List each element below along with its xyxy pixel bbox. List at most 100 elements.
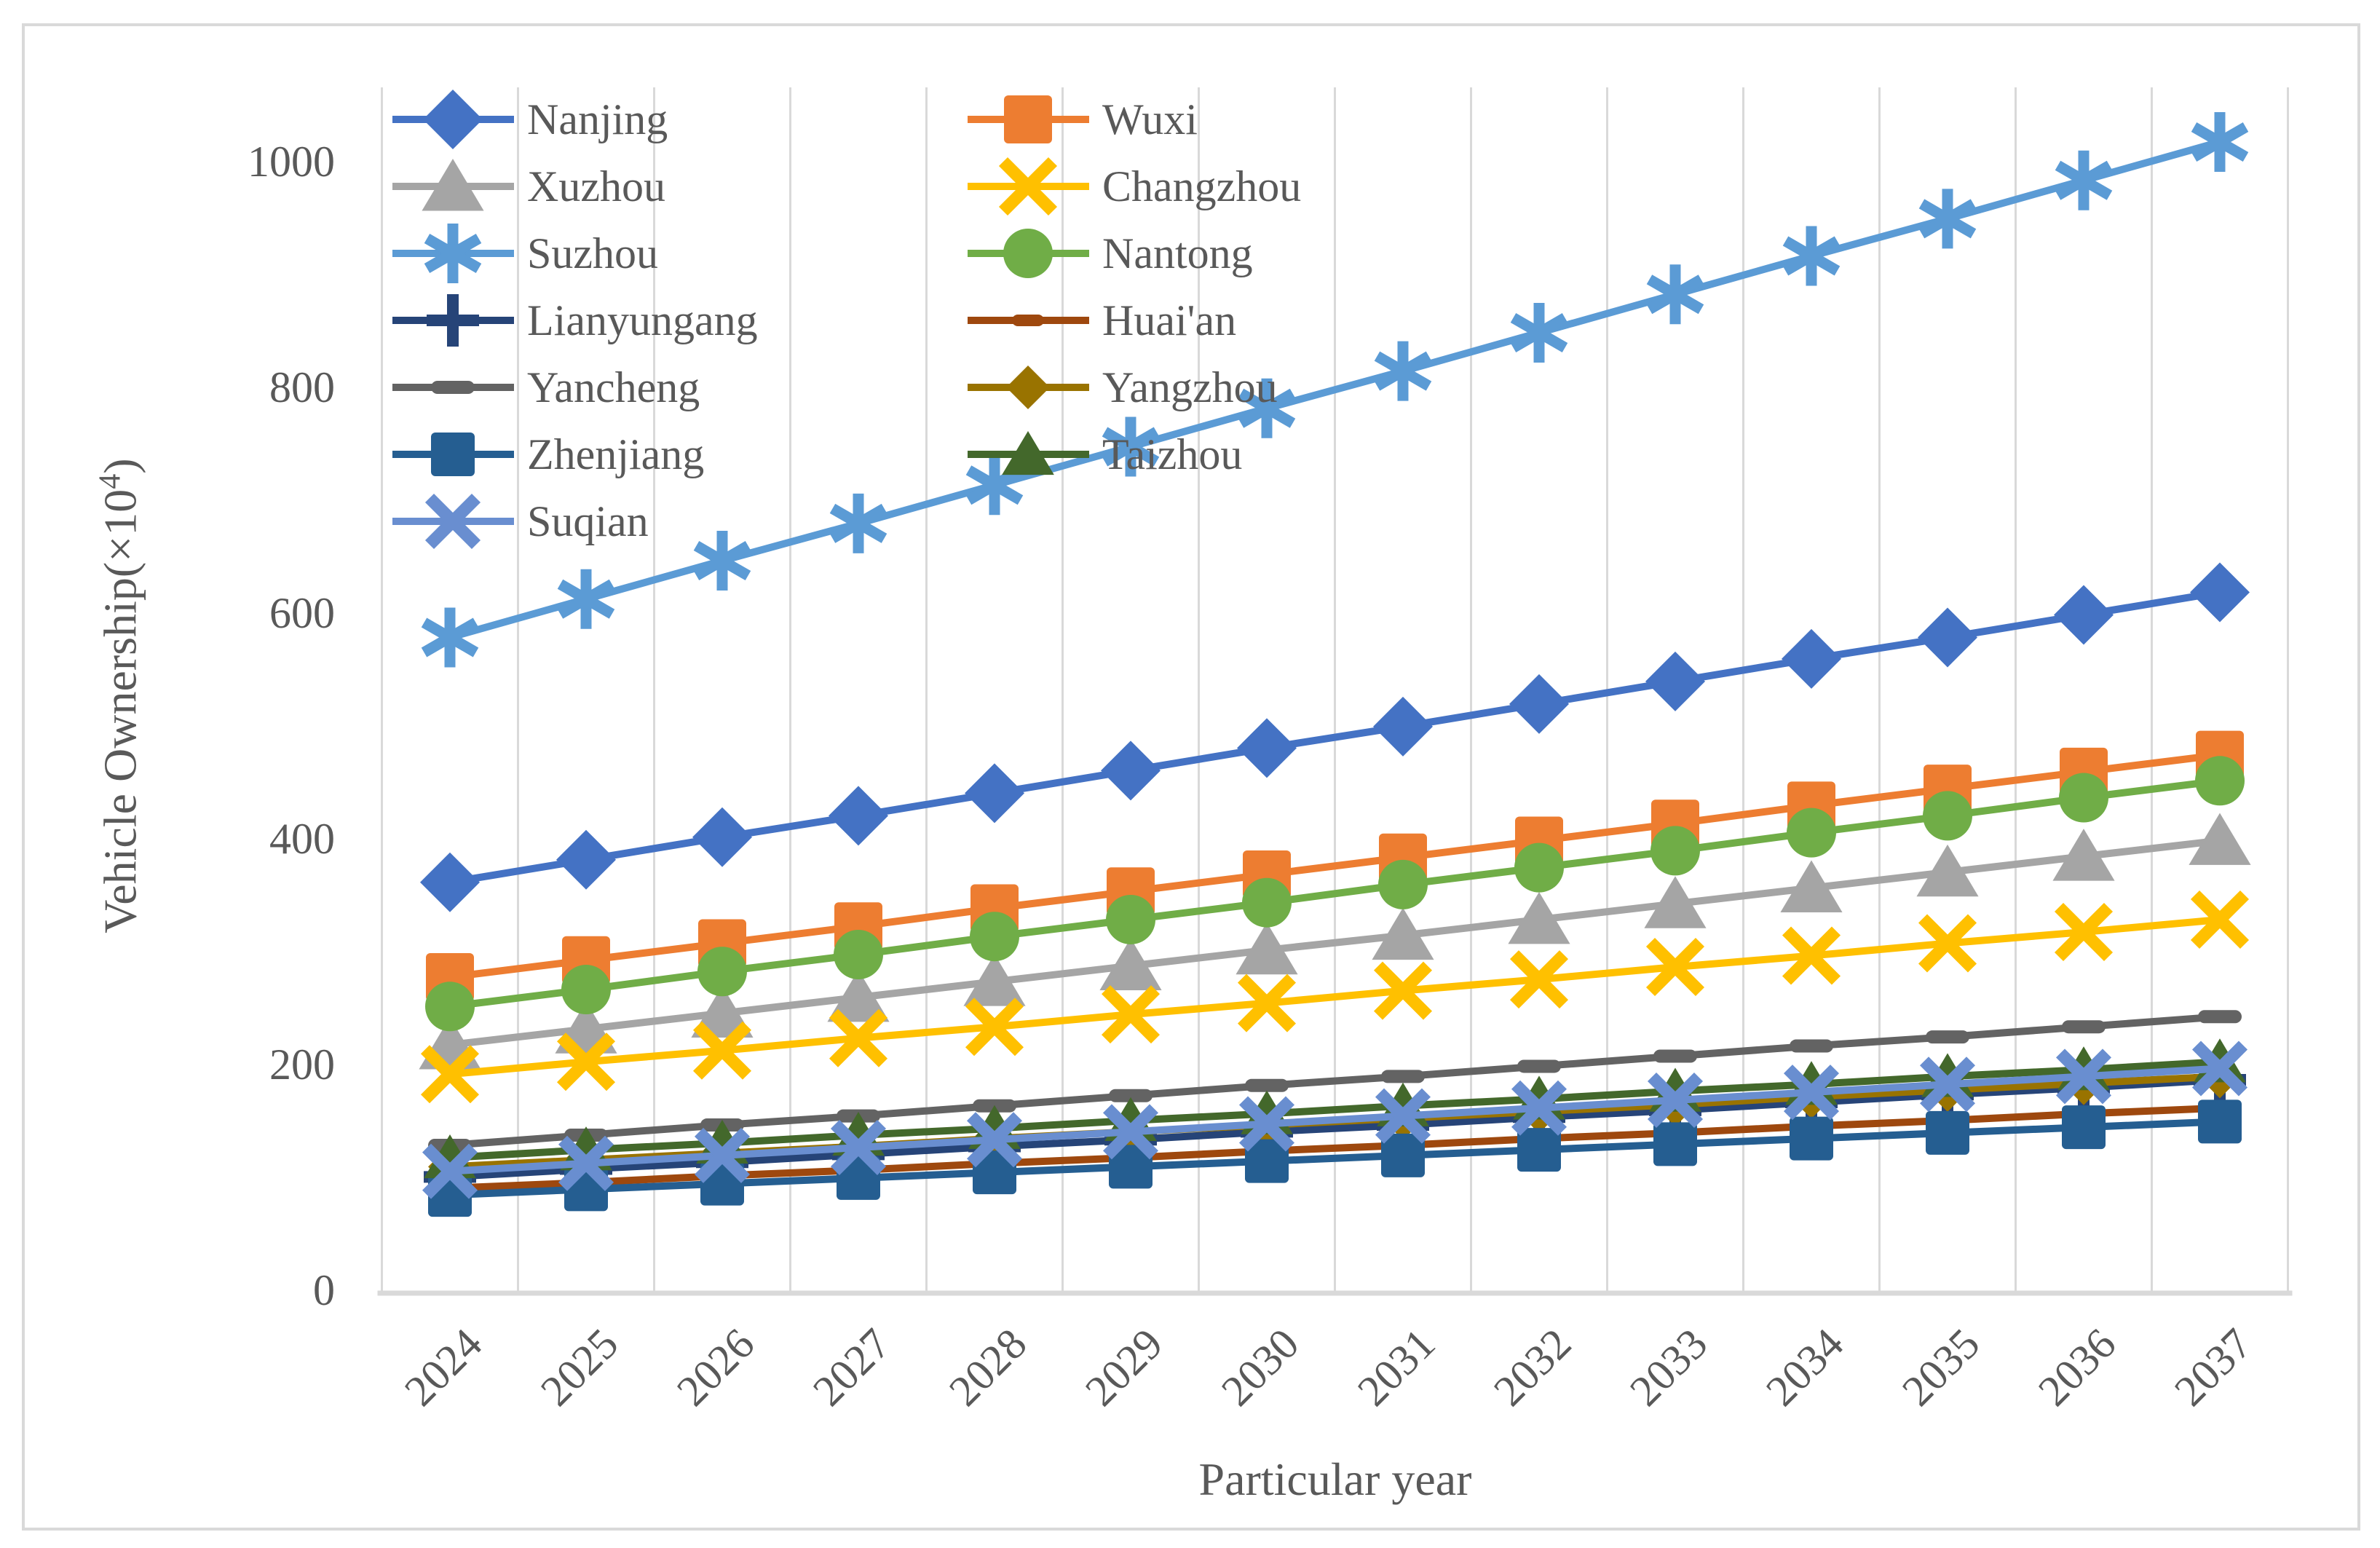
legend-item-lianyungang: Lianyungang [390,288,965,352]
marker-xuzhou-2030 [1236,922,1298,975]
series-markers-suqian [422,1040,2248,1199]
legend-item-suzhou: Suzhou [390,221,965,285]
marker-changzhou-2028 [965,998,1024,1057]
y-tick-label: 1000 [248,138,335,186]
marker-yancheng-2033 [1653,1049,1697,1063]
marker-nanjing-2033 [1645,651,1705,711]
legend-item-suqian: Suqian [390,489,965,553]
y-tick-label: 200 [269,1040,335,1089]
legend-label: Suqian [527,497,649,545]
marker-zhenjiang-2028 [973,1150,1016,1195]
marker-xuzhou-2032 [1508,891,1570,944]
legend-item-nantong: Nantong [965,221,1540,285]
legend-swatch-nanjing-icon [392,90,514,149]
legend-swatch-yancheng-icon [392,381,514,394]
marker-suqian-2037 [2191,1040,2248,1097]
marker-zhenjiang-2036 [2062,1105,2106,1150]
series-line-suqian [449,1065,2221,1175]
marker-suzhou-2035 [1918,189,1977,249]
marker-suzhou-2024 [421,607,479,668]
legend-item-wuxi: Wuxi [965,87,1540,151]
marker-nantong-2024 [425,982,475,1032]
marker-nantong-2035 [1923,791,1972,841]
marker-changzhou-2029 [1101,985,1161,1044]
marker-nanjing-2028 [965,763,1024,824]
legend-swatch-marker-nantong [1003,229,1053,278]
marker-nantong-2037 [2195,756,2245,806]
y-tick-label: 400 [269,815,335,863]
marker-xuzhou-2027 [827,969,890,1022]
marker-suzhou-2026 [693,531,751,591]
legend-label: Yancheng [527,363,700,411]
legend-label: Changzhou [1102,162,1302,210]
marker-suqian-2033 [1647,1072,1704,1128]
legend-swatch-zhenjiang-icon [392,433,514,476]
marker-nantong-2033 [1650,826,1700,876]
legend-item-nanjing: Nanjing [390,87,965,151]
legend-swatch-lianyungang-icon [392,294,514,347]
legend-label: Taizhou [1102,430,1243,478]
legend-swatch-marker-zhenjiang [431,433,475,476]
series-markers-xuzhou [419,813,2251,1070]
marker-zhenjiang-2032 [1517,1128,1561,1172]
marker-suqian-2025 [558,1135,614,1191]
legend-swatch-marker-changzhou [998,157,1058,216]
series-line-changzhou [449,915,2221,1078]
legend-swatch-marker-lianyungang [427,294,479,347]
marker-nanjing-2036 [2054,585,2114,645]
legend-label: Lianyungang [527,296,758,344]
marker-yancheng-2037 [2198,1010,2242,1024]
legend-item-taizhou: Taizhou [965,422,1540,486]
marker-nantong-2032 [1514,842,1564,893]
marker-nanjing-2034 [1782,628,1841,689]
legend-swatch-marker-nanjing [423,90,483,149]
marker-nantong-2034 [1787,807,1836,858]
marker-suqian-2027 [830,1120,887,1176]
marker-nanjing-2031 [1373,696,1433,757]
marker-suqian-2034 [1783,1065,1840,1121]
y-axis-title-close: ) [94,458,146,474]
legend-item-zhenjiang: Zhenjiang [390,422,965,486]
marker-nanjing-2026 [692,807,752,867]
legend-swatch-marker-wuxi [1004,95,1052,143]
marker-zhenjiang-2029 [1109,1145,1153,1189]
marker-xuzhou-2037 [2189,813,2251,865]
marker-suqian-2030 [1238,1096,1295,1152]
marker-changzhou-2025 [556,1032,616,1091]
legend-label: Wuxi [1102,95,1198,143]
marker-suzhou-2037 [2191,112,2249,172]
legend-label: Nanjing [527,95,668,143]
marker-suzhou-2030 [1238,378,1296,438]
marker-changzhou-2034 [1782,926,1841,985]
marker-changzhou-2032 [1509,950,1569,1009]
legend-swatch-marker-yangzhou [1006,366,1050,409]
marker-yancheng-2035 [1926,1030,1969,1044]
marker-xuzhou-2033 [1644,876,1707,928]
series-line-xuzhou [449,837,2221,1049]
legend-swatch-suqian-icon [392,493,514,550]
legend-label: Nantong [1102,229,1253,277]
y-tick-label: 0 [313,1266,335,1314]
x-axis-title: Particular year [1198,1453,1472,1505]
y-tick-label: 600 [269,589,335,637]
legend-item-yangzhou: Yangzhou [965,355,1540,419]
legend-swatch-marker-suqian [424,493,481,550]
marker-nanjing-2029 [1101,741,1161,801]
marker-changzhou-2031 [1373,961,1433,1020]
marker-changzhou-2033 [1645,938,1705,997]
series-line-taizhou [449,1058,2221,1161]
marker-changzhou-2027 [829,1008,888,1067]
marker-yancheng-2036 [2062,1020,2106,1034]
marker-suzhou-2036 [2055,150,2113,210]
marker-suqian-2031 [1375,1088,1431,1144]
series-markers-changzhou [420,890,2250,1104]
marker-yancheng-2032 [1517,1059,1561,1073]
legend-swatch-suzhou-icon [392,224,514,283]
marker-suqian-2026 [694,1127,751,1183]
series-line-suzhou [448,138,2221,641]
marker-nanjing-2037 [2190,562,2250,623]
marker-suzhou-2031 [1374,341,1432,401]
legend-swatch-marker-taizhou [1002,431,1054,475]
y-tick-label: 800 [269,363,335,411]
